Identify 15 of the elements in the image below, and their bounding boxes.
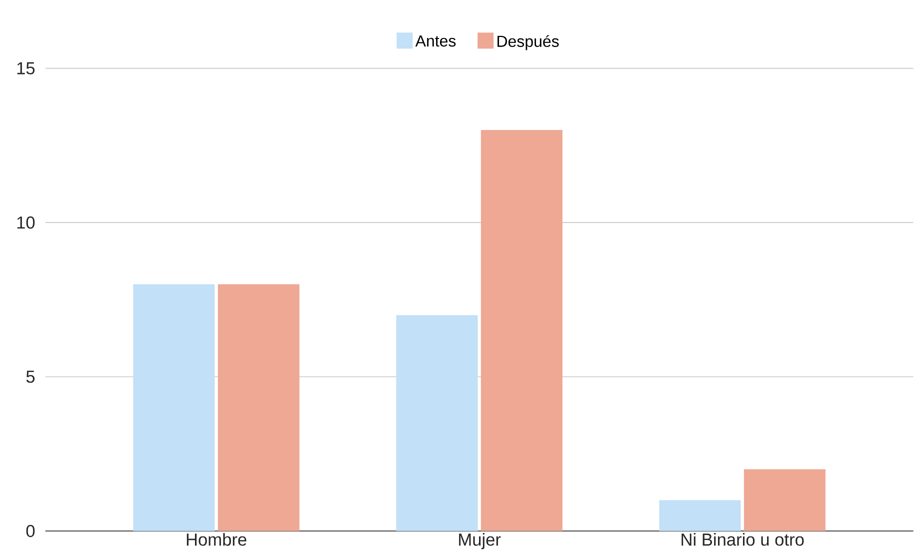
- legend-label: Antes: [415, 35, 456, 47]
- legend-label: Después: [498, 35, 559, 50]
- y-tick-label: 0: [26, 524, 35, 538]
- x-tick-label: Ni Binario u otro: [682, 533, 804, 546]
- bar: [480, 130, 562, 531]
- y-tick-label: 15: [17, 62, 35, 74]
- bar: [396, 315, 478, 531]
- y-tick-label: 5: [26, 370, 35, 383]
- bar: [133, 284, 215, 531]
- y-tick-label: 10: [17, 216, 35, 229]
- bar: [744, 469, 826, 531]
- bar: [659, 500, 741, 531]
- bar: [218, 284, 300, 531]
- x-tick-label: Mujer: [459, 533, 501, 550]
- x-tick-label: Hombre: [186, 533, 246, 546]
